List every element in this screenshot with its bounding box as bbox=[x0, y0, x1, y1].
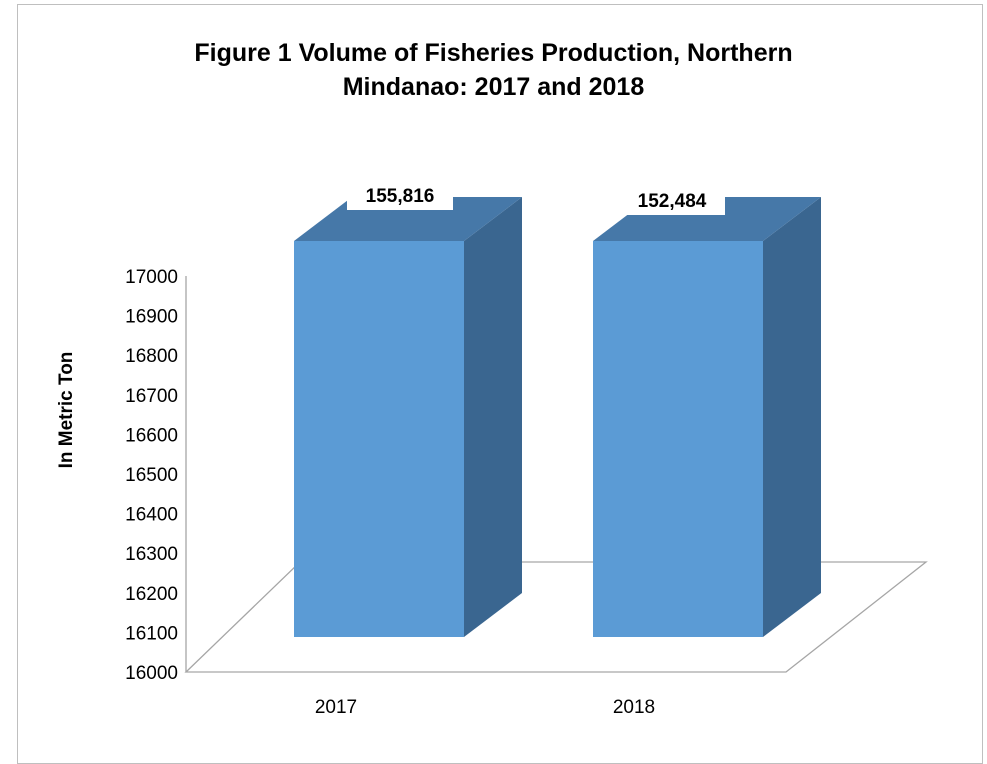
y-tick-label: 16200 bbox=[125, 584, 178, 605]
bar-side bbox=[763, 197, 821, 637]
data-label-box bbox=[619, 183, 725, 215]
bar-2018: 152,484 bbox=[593, 183, 821, 637]
bar-front bbox=[593, 241, 763, 637]
y-tick-label: 16000 bbox=[125, 663, 178, 684]
y-tick-label: 17000 bbox=[125, 267, 178, 288]
y-tick-label: 16300 bbox=[125, 544, 178, 565]
y-tick-label: 16900 bbox=[125, 307, 178, 328]
chart-title-line-2: Mindanao: 2017 and 2018 bbox=[342, 73, 645, 101]
y-tick-label: 16100 bbox=[125, 623, 178, 644]
bar-side bbox=[464, 197, 522, 637]
bar-front bbox=[294, 241, 464, 637]
y-tick-label: 16600 bbox=[125, 425, 178, 446]
y-tick-label: 16500 bbox=[125, 465, 178, 486]
floor-plane bbox=[184, 561, 928, 673]
data-label-box bbox=[347, 178, 453, 210]
data-label: 152,484 bbox=[638, 191, 707, 212]
x-tick-label: 2017 bbox=[315, 697, 357, 718]
chart-title-line-1: Figure 1 Volume of Fisheries Production,… bbox=[194, 39, 793, 67]
chart-title: Figure 1 Volume of Fisheries Production,… bbox=[0, 36, 987, 104]
y-tick-label: 16700 bbox=[125, 386, 178, 407]
x-tick-label: 2018 bbox=[613, 697, 655, 718]
y-axis-title: In Metric Ton bbox=[56, 352, 77, 469]
data-label: 155,816 bbox=[366, 186, 435, 207]
bar-2017: 155,816 bbox=[294, 178, 522, 637]
y-tick-label: 16800 bbox=[125, 346, 178, 367]
y-tick-label: 16400 bbox=[125, 505, 178, 526]
